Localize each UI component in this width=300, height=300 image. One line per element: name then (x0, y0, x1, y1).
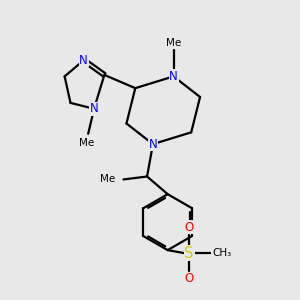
Text: N: N (148, 138, 157, 151)
Text: O: O (184, 272, 194, 286)
Text: Me: Me (100, 174, 115, 184)
Text: S: S (184, 246, 194, 261)
Text: N: N (169, 70, 178, 83)
Text: N: N (90, 102, 98, 115)
Text: Me: Me (79, 138, 94, 148)
Text: O: O (184, 220, 194, 234)
Text: CH₃: CH₃ (212, 248, 231, 258)
Text: N: N (80, 54, 88, 67)
Text: Me: Me (166, 38, 181, 48)
